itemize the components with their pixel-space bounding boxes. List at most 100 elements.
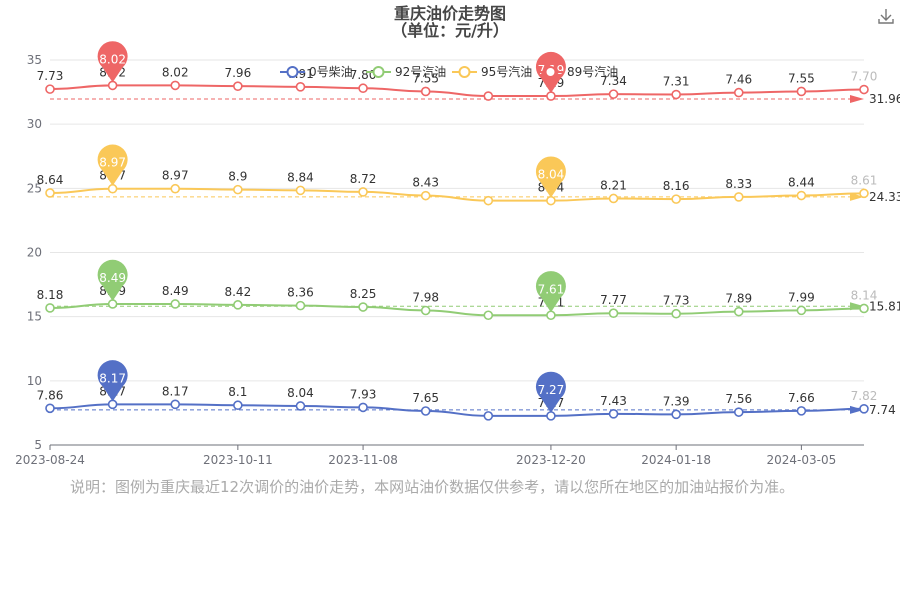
chart-subtitle: （单位：元/升） (391, 21, 509, 40)
data-point (107, 299, 118, 309)
chart-title: 重庆油价走势图 (393, 4, 506, 23)
max-pin (97, 259, 128, 301)
data-point (796, 406, 807, 416)
data-point (671, 194, 681, 204)
data-point (45, 303, 55, 313)
legend-marker (286, 66, 299, 78)
data-point (671, 409, 681, 420)
y-tick-label: 15 (27, 310, 42, 324)
data-point (671, 89, 681, 100)
x-tick-label: 2023-12-20 (516, 453, 586, 467)
data-point (608, 409, 619, 419)
data-label: 8.64 (37, 173, 64, 187)
download-icon[interactable] (876, 6, 896, 26)
data-point (733, 87, 744, 98)
data-point (483, 195, 494, 206)
x-tick-label: 2023-11-08 (328, 453, 398, 467)
data-point (733, 192, 744, 202)
mark-line-label: 24.33 (869, 190, 900, 204)
y-tick-label: 35 (27, 53, 42, 67)
data-point (546, 195, 556, 206)
data-label: 7.98 (412, 291, 439, 305)
data-label: 8.04 (287, 386, 314, 400)
data-point (420, 86, 431, 97)
data-label: 8.44 (788, 176, 815, 190)
y-tick-label: 25 (27, 181, 42, 195)
data-label: 7.77 (600, 293, 627, 307)
data-label: 8.61 (851, 173, 878, 187)
data-point (546, 310, 556, 321)
data-point (733, 306, 744, 317)
data-point (107, 399, 118, 410)
series-line (49, 403, 865, 417)
data-point (170, 399, 181, 410)
data-point (608, 193, 619, 204)
data-point (859, 84, 869, 95)
data-point (859, 303, 869, 314)
data-point (608, 308, 619, 319)
data-point (483, 91, 494, 101)
data-label: 8.49 (162, 284, 189, 298)
data-point (859, 188, 869, 199)
data-point (295, 300, 306, 311)
data-point (608, 89, 619, 99)
max-pin-label: 8.02 (99, 52, 126, 66)
series-line (49, 84, 865, 98)
data-label: 8.17 (162, 384, 189, 398)
data-label: 7.70 (851, 70, 878, 84)
data-point (420, 190, 431, 201)
x-tick-label: 2024-03-05 (767, 453, 837, 467)
mark-line-label: 15.81 (869, 299, 900, 313)
data-point (233, 81, 243, 91)
data-label: 8.97 (162, 169, 189, 183)
data-label: 8.14 (851, 288, 878, 302)
min-pin (535, 156, 566, 198)
data-label: 8.72 (350, 172, 377, 186)
max-pin-label: 8.49 (99, 271, 126, 285)
max-pin (97, 144, 128, 186)
series-line (49, 302, 865, 317)
y-tick-label: 20 (27, 246, 42, 260)
data-label: 7.73 (37, 69, 64, 83)
data-point (295, 401, 306, 411)
min-pin-label: 8.04 (538, 168, 565, 182)
mark-line-arrow (850, 192, 864, 201)
data-point (859, 404, 869, 414)
data-point (671, 308, 681, 319)
data-point (796, 305, 807, 316)
data-label: 7.34 (600, 74, 627, 88)
data-label: 8.43 (412, 176, 439, 190)
min-pin (535, 271, 566, 313)
data-label: 7.39 (663, 394, 690, 408)
min-pin-label: 7.27 (538, 383, 565, 397)
data-point (546, 411, 556, 421)
max-pin-label: 8.97 (99, 156, 126, 170)
data-label: 8.25 (350, 287, 377, 301)
legend-item: 89号汽油 (567, 64, 618, 79)
data-label: 8.33 (725, 177, 752, 191)
data-label: 8.02 (162, 65, 189, 79)
data-label: 8.21 (600, 178, 627, 192)
data-label: 8.18 (37, 288, 64, 302)
data-label: 7.65 (412, 391, 439, 405)
x-tick-label: 2023-08-24 (15, 453, 85, 467)
data-point (295, 82, 306, 92)
data-label: 7.43 (600, 394, 627, 408)
legend-marker (372, 66, 385, 78)
data-label: 7.55 (788, 71, 815, 85)
data-point (295, 185, 306, 196)
mark-line-arrow (850, 95, 864, 104)
data-label: 7.56 (725, 392, 752, 406)
data-label: 7.66 (788, 391, 815, 405)
data-label: 7.73 (663, 294, 690, 308)
max-pin (97, 360, 128, 402)
data-point (170, 183, 181, 194)
data-point (358, 83, 368, 94)
min-pin (535, 371, 566, 413)
data-point (483, 411, 494, 421)
legend-marker (544, 66, 557, 78)
data-point (107, 80, 118, 91)
data-point (233, 400, 243, 411)
y-tick-label: 5 (34, 438, 42, 452)
